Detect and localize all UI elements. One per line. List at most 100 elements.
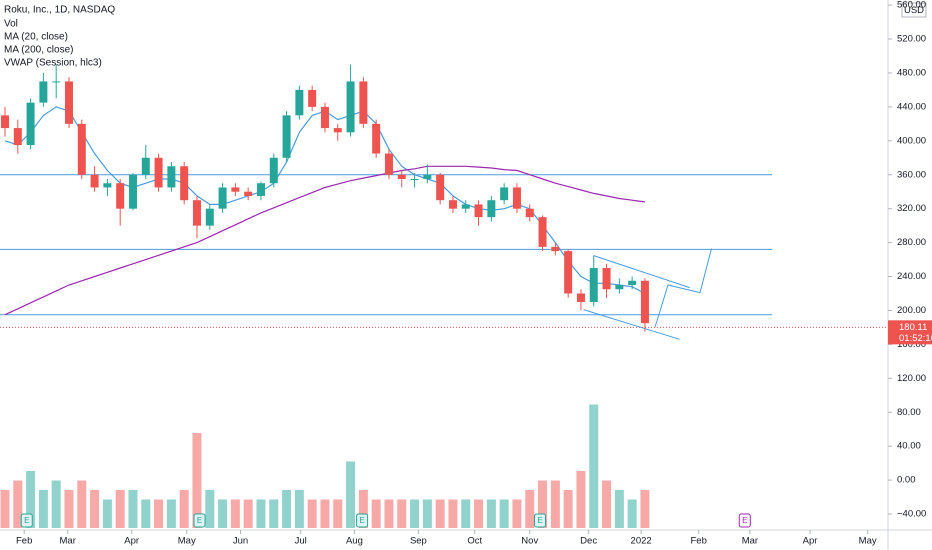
volume-bar <box>448 499 458 528</box>
candle-body <box>346 81 355 133</box>
candle-body <box>320 106 329 129</box>
volume-bar <box>38 490 48 528</box>
earnings-label: E <box>742 516 747 525</box>
x-tick-label: Aug <box>346 536 363 547</box>
candle-body <box>64 81 73 124</box>
x-tick-label: 2022 <box>631 536 652 547</box>
candle-body <box>397 174 406 179</box>
y-tick-label: 120.00 <box>897 373 926 384</box>
candle-body <box>500 187 509 201</box>
volume-bar <box>102 499 112 528</box>
volume-bar <box>589 404 599 528</box>
volume-bar <box>422 499 432 528</box>
earnings-marker <box>533 513 546 528</box>
candle-body <box>448 200 457 209</box>
y-tick-label: 200.00 <box>897 305 926 316</box>
y-tick-label: 480.00 <box>897 67 926 78</box>
candle-body <box>116 183 125 209</box>
candle-body <box>551 246 560 252</box>
volume-bar <box>384 499 394 528</box>
volume-bar <box>26 471 36 528</box>
moving-average <box>4 165 645 316</box>
candle-body <box>167 166 176 188</box>
earnings-label: E <box>197 516 202 525</box>
candle-body <box>39 81 48 103</box>
candle-body <box>474 204 483 218</box>
volume-bar <box>230 499 240 528</box>
candle-body <box>231 187 240 192</box>
volume-bar <box>218 499 228 528</box>
volume-bar <box>474 499 484 528</box>
volume-bar <box>320 499 330 528</box>
volume-bar <box>550 480 560 528</box>
x-tick-label: Oct <box>467 536 482 547</box>
candle-body <box>589 268 598 302</box>
y-tick-label: 240.00 <box>897 271 926 282</box>
volume-bar <box>90 490 100 528</box>
volume-bar <box>371 499 381 528</box>
candle-body <box>308 89 317 107</box>
candle-body <box>205 208 214 226</box>
candle-body <box>372 123 381 154</box>
volume-bar <box>461 499 471 528</box>
earnings-marker <box>356 513 369 528</box>
volume-bar <box>346 461 356 528</box>
y-tick-label: 520.00 <box>897 34 926 45</box>
chart-title: Roku, Inc., 1D, NASDAQ <box>4 5 115 16</box>
candle-body <box>423 174 432 179</box>
x-tick-label: Jul <box>295 536 307 547</box>
legend-item: MA (20, close) <box>4 32 68 43</box>
earnings-label: E <box>537 516 542 525</box>
candle-body <box>525 208 534 218</box>
volume-bar <box>499 499 509 528</box>
candle-body <box>244 191 253 196</box>
volume-bar <box>525 490 535 528</box>
volume-bar <box>486 499 496 528</box>
volume-bar <box>435 499 445 528</box>
volume-bar <box>269 499 279 528</box>
volume-bar <box>538 480 548 528</box>
volume-bar <box>179 490 189 528</box>
x-tick-label: Apr <box>803 536 818 547</box>
y-tick-label: 280.00 <box>897 237 926 248</box>
candle-body <box>13 128 22 146</box>
volume-bar <box>333 499 343 528</box>
volume-bar <box>64 490 74 528</box>
earnings-marker <box>193 513 206 528</box>
x-tick-label: Mar <box>742 536 758 547</box>
candle-body <box>410 178 419 180</box>
candle-body <box>487 200 496 218</box>
candle-body <box>26 102 35 146</box>
candle-body <box>180 166 189 201</box>
x-tick-label: Feb <box>16 536 32 547</box>
volume-bar <box>307 499 317 528</box>
candle-body <box>154 157 163 188</box>
x-tick-label: Apr <box>124 536 139 547</box>
volume-bar <box>192 433 202 528</box>
x-tick-label: May <box>859 536 877 547</box>
x-tick-label: Nov <box>521 536 538 547</box>
y-tick-label: 400.00 <box>897 135 926 146</box>
candle-body <box>90 174 99 188</box>
y-tick-label: 440.00 <box>897 101 926 112</box>
volume-bar <box>410 499 420 528</box>
volume-bar <box>243 499 253 528</box>
moving-average <box>4 106 646 295</box>
candle-body <box>512 187 521 209</box>
currency-box <box>901 2 927 18</box>
candle-body <box>359 81 368 124</box>
candle-body <box>615 285 624 290</box>
volume-bar <box>294 490 304 528</box>
x-tick-label: Feb <box>691 536 707 547</box>
volume-bar <box>397 499 407 528</box>
trend-drawing <box>593 255 690 289</box>
y-tick-label: 360.00 <box>897 169 926 180</box>
volume-bar <box>563 490 573 528</box>
candle-body <box>141 157 150 175</box>
volume-bar <box>627 499 637 528</box>
volume-bar <box>77 480 87 528</box>
x-tick-label: Sep <box>410 536 427 547</box>
candle-body <box>384 153 393 175</box>
candle-body <box>602 268 611 290</box>
